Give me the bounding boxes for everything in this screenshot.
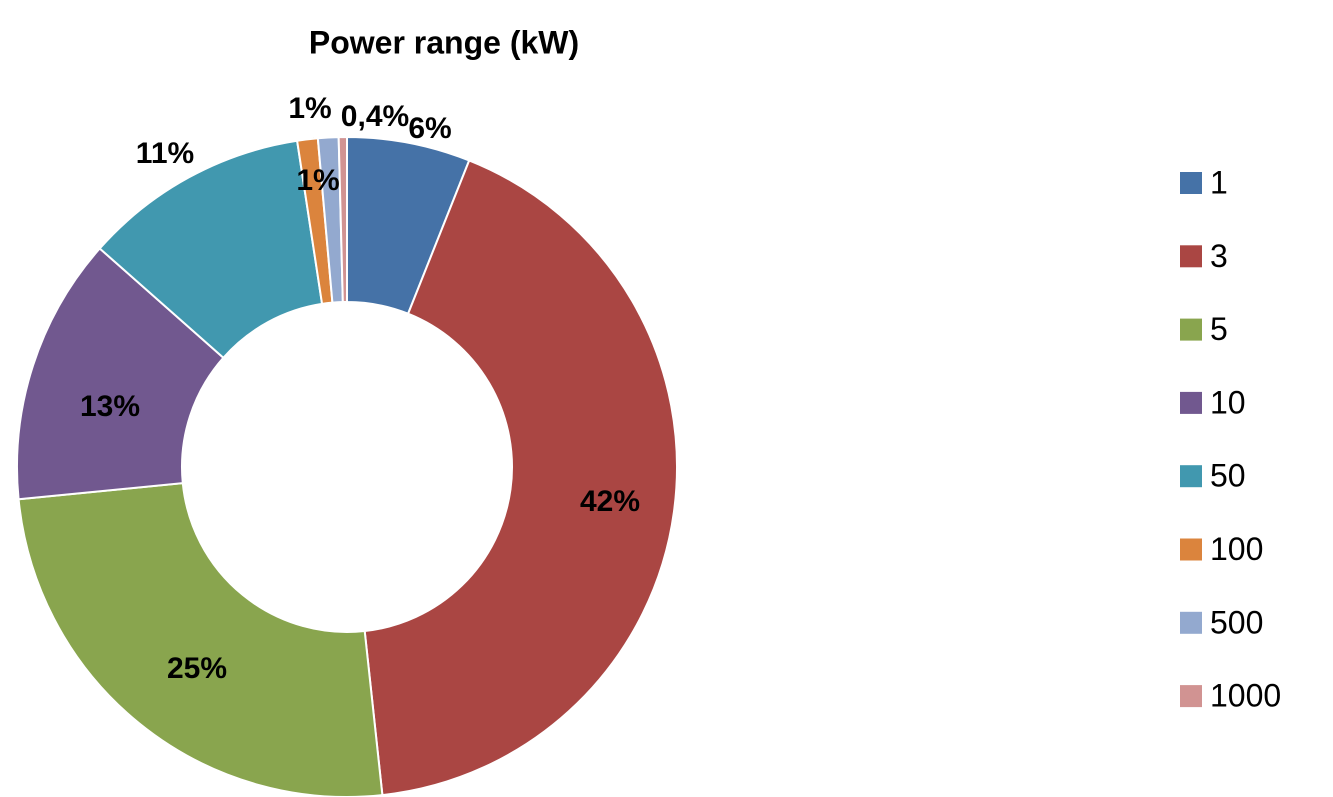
legend-swatch [1180, 538, 1202, 561]
legend-label: 500 [1210, 604, 1263, 640]
donut-slice [17, 482, 384, 797]
data-label: 42% [580, 485, 640, 518]
data-label: 13% [80, 390, 140, 423]
data-label: 0,4% [341, 100, 409, 133]
donut-slice [363, 159, 678, 797]
legend-label: 1 [1210, 164, 1228, 200]
legend-swatch [1180, 172, 1202, 194]
legend-swatch [1180, 318, 1202, 341]
legend-swatch [1180, 465, 1202, 488]
legend-label: 50 [1210, 458, 1246, 494]
donut-slice [98, 139, 324, 360]
legend-swatch [1180, 391, 1202, 414]
donut-slice [337, 135, 348, 304]
legend-label: 10 [1210, 384, 1246, 420]
legend-label: 100 [1210, 531, 1263, 567]
data-label: 1% [296, 164, 339, 197]
data-label: 25% [167, 652, 227, 685]
data-label: 11% [136, 137, 194, 170]
legend-label: 5 [1210, 311, 1228, 347]
chart-title: Power range (kW) [309, 24, 579, 60]
donut-slice [16, 247, 225, 501]
legend-swatch [1180, 611, 1202, 634]
legend-swatch [1180, 685, 1202, 708]
legend-label: 3 [1210, 238, 1228, 274]
legend-swatch [1180, 245, 1202, 268]
data-label: 6% [408, 112, 451, 145]
legend-label: 1000 [1210, 678, 1281, 714]
data-label: 1% [288, 92, 331, 125]
